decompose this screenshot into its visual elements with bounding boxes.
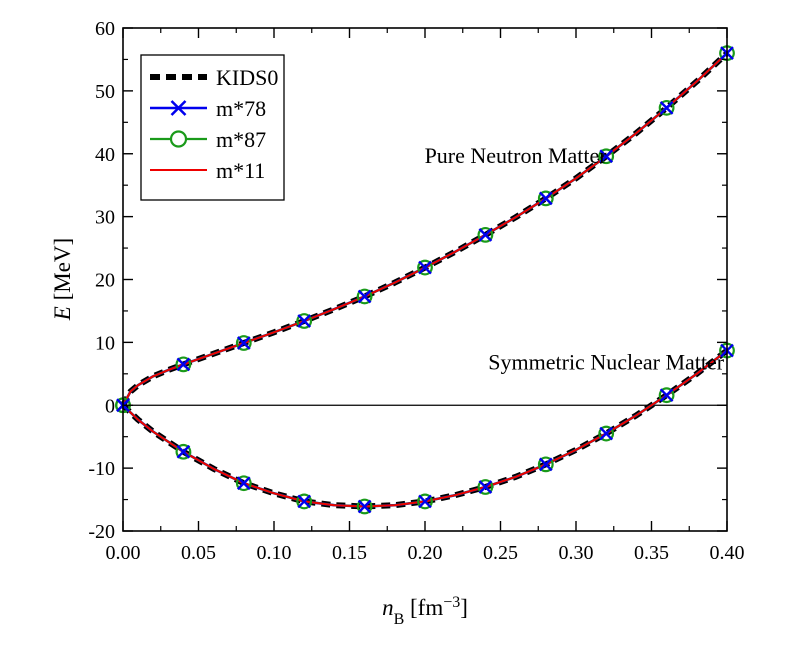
y-tick-label: 30 xyxy=(95,207,115,229)
point-m78-pnm xyxy=(659,101,674,115)
point-m87-snm xyxy=(235,475,252,492)
x-tick-label: 0.00 xyxy=(106,542,141,564)
point-m78-snm xyxy=(297,494,312,509)
x-axis-title: nB [fm−3] xyxy=(382,594,468,628)
point-m78-pnm xyxy=(538,191,553,206)
legend-item-KIDS0: KIDS0 xyxy=(150,65,278,90)
y-tick-label: 60 xyxy=(95,18,115,40)
point-m87-pnm xyxy=(235,335,252,351)
legend-item-m87: m*87 xyxy=(150,127,266,152)
point-m78-pnm xyxy=(418,260,432,275)
point-m87-snm xyxy=(175,443,192,460)
y-tick-label: -20 xyxy=(88,521,115,543)
annotation-symmetric-nuclear-matter: Symmetric Nuclear Matter xyxy=(488,349,724,374)
point-m78-snm xyxy=(176,444,191,459)
legend-item-m78: m*78 xyxy=(150,96,266,121)
point-m78-snm xyxy=(418,494,432,509)
legend-marker-circle xyxy=(169,130,188,148)
y-tick-label: 10 xyxy=(95,332,115,354)
point-m78-pnm xyxy=(236,336,251,350)
point-m87-snm xyxy=(658,387,675,404)
y-tick-label: -10 xyxy=(88,458,115,480)
x-tick-label: 0.15 xyxy=(332,542,367,564)
x-tick-label: 0.25 xyxy=(483,542,518,564)
x-tick-label: 0.40 xyxy=(710,542,745,564)
annotation-pure-neutron-matter: Pure Neutron Matter xyxy=(425,143,608,168)
annotations: Pure Neutron Matter Symmetric Nuclear Ma… xyxy=(425,143,725,374)
point-m78-pnm xyxy=(478,228,493,242)
point-m78-pnm xyxy=(297,314,312,328)
point-m78-snm xyxy=(538,457,553,472)
point-m87-pnm xyxy=(658,99,675,116)
point-m78-snm xyxy=(478,480,493,494)
y-axis-title: E [MeV] xyxy=(50,238,75,321)
y-tick-label: 0 xyxy=(105,395,115,417)
x-tick-label: 0.10 xyxy=(257,542,292,564)
x-tick-label: 0.35 xyxy=(634,542,669,564)
point-m78-pnm xyxy=(357,289,372,304)
point-m78-pnm xyxy=(599,149,614,164)
point-m87-pnm xyxy=(477,226,494,243)
point-m87-pnm xyxy=(417,259,433,276)
series-line-m11-snm xyxy=(122,349,728,508)
legend-box xyxy=(140,54,285,201)
point-m87-pnm xyxy=(175,356,192,373)
point-m87-snm xyxy=(537,456,554,473)
point-m78-pnm xyxy=(176,357,191,372)
x-tick-label: 0.20 xyxy=(408,542,443,564)
x-tick-label: 0.30 xyxy=(559,542,594,564)
legend-label: m*78 xyxy=(216,96,266,121)
legend-items: KIDS0 m*78 m*87 m*11 xyxy=(150,65,278,183)
point-m87-pnm xyxy=(356,288,373,305)
legend-item-m11: m*11 xyxy=(150,158,265,183)
tick-layer: 0.00 0.05 0.10 0.15 0.20 0.25 0.30 0.35 0.40 -20 -… xyxy=(88,18,744,564)
point-m87-snm xyxy=(417,493,433,510)
legend-label: KIDS0 xyxy=(216,65,278,90)
x-tick-label: 0.05 xyxy=(181,542,216,564)
y-tick-label: 50 xyxy=(95,81,115,103)
point-m87-snm xyxy=(296,493,313,510)
point-m87-snm xyxy=(477,479,494,495)
point-m78-snm xyxy=(236,476,251,491)
y-tick-label: 20 xyxy=(95,270,115,292)
legend-label: m*87 xyxy=(216,127,266,152)
legend-label: m*11 xyxy=(216,158,265,183)
point-m87-pnm xyxy=(598,148,615,165)
point-m87-snm xyxy=(598,425,615,442)
y-tick-label: 40 xyxy=(95,144,115,166)
legend-marker-x xyxy=(170,100,187,116)
point-m78-snm xyxy=(357,499,372,514)
point-m87-pnm xyxy=(537,190,554,207)
point-m87-snm xyxy=(356,498,373,515)
point-m78-snm xyxy=(659,388,674,403)
point-m78-snm xyxy=(599,426,614,441)
point-m87-pnm xyxy=(296,313,313,329)
legend: KIDS0 m*78 m*87 m*11 xyxy=(140,54,285,201)
